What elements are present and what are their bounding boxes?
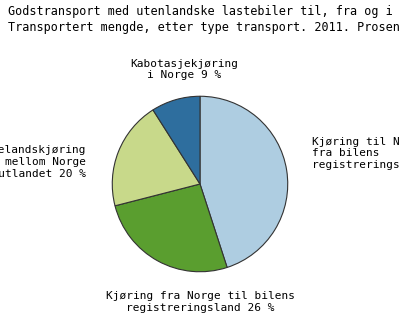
Wedge shape [115,184,227,272]
Wedge shape [112,110,200,206]
Wedge shape [153,96,200,184]
Wedge shape [200,96,288,268]
Text: Kabotasjekjøring
i Norge 9 %: Kabotasjekjøring i Norge 9 % [130,59,238,80]
Text: Kjøring til Norge
fra bilens
registreringsland 45 %: Kjøring til Norge fra bilens registrerin… [312,137,400,170]
Text: Transportert mengde, etter type transport. 2011. Prosent: Transportert mengde, etter type transpor… [8,21,400,34]
Text: Godstransport med utenlandske lastebiler til, fra og i Norge.: Godstransport med utenlandske lastebiler… [8,5,400,18]
Text: Kjøring fra Norge til bilens
registreringsland 26 %: Kjøring fra Norge til bilens registrerin… [106,291,294,313]
Text: Tredjelandskjøring
mellom Norge
og utlandet 20 %: Tredjelandskjøring mellom Norge og utlan… [0,146,86,179]
